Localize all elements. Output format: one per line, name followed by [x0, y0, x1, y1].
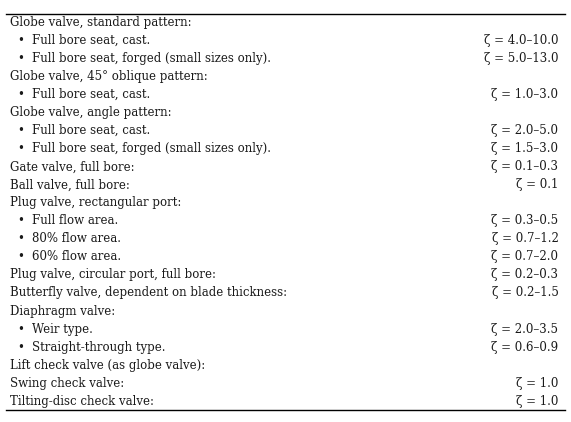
Text: Globe valve, standard pattern:: Globe valve, standard pattern: — [10, 16, 192, 29]
Text: 60% flow area.: 60% flow area. — [32, 250, 121, 263]
Text: Full bore seat, forged (small sizes only).: Full bore seat, forged (small sizes only… — [32, 142, 271, 155]
Text: ζ = 0.7–1.2: ζ = 0.7–1.2 — [492, 233, 558, 245]
Text: Plug valve, circular port, full bore:: Plug valve, circular port, full bore: — [10, 268, 216, 281]
Text: Full flow area.: Full flow area. — [32, 214, 118, 227]
Text: •: • — [17, 233, 24, 245]
Text: ζ = 1.0: ζ = 1.0 — [516, 395, 558, 408]
Text: Full bore seat, cast.: Full bore seat, cast. — [32, 124, 150, 137]
Text: ζ = 0.1–0.3: ζ = 0.1–0.3 — [492, 160, 558, 173]
Text: Full bore seat, cast.: Full bore seat, cast. — [32, 88, 150, 101]
Text: Butterfly valve, dependent on blade thickness:: Butterfly valve, dependent on blade thic… — [10, 287, 287, 300]
Text: ζ = 1.5–3.0: ζ = 1.5–3.0 — [492, 142, 558, 155]
Text: ζ = 2.0–3.5: ζ = 2.0–3.5 — [492, 322, 558, 335]
Text: Full bore seat, forged (small sizes only).: Full bore seat, forged (small sizes only… — [32, 52, 271, 65]
Text: ζ = 0.1: ζ = 0.1 — [516, 179, 558, 191]
Text: •: • — [17, 142, 24, 155]
Text: •: • — [17, 214, 24, 227]
Text: •: • — [17, 341, 24, 354]
Text: ζ = 1.0–3.0: ζ = 1.0–3.0 — [492, 88, 558, 101]
Text: ζ = 0.6–0.9: ζ = 0.6–0.9 — [491, 341, 558, 354]
Text: 80% flow area.: 80% flow area. — [32, 233, 121, 245]
Text: Straight-through type.: Straight-through type. — [32, 341, 166, 354]
Text: Lift check valve (as globe valve):: Lift check valve (as globe valve): — [10, 359, 206, 372]
Text: ζ = 0.2–1.5: ζ = 0.2–1.5 — [492, 287, 558, 300]
Text: Plug valve, rectangular port:: Plug valve, rectangular port: — [10, 196, 182, 209]
Text: ζ = 4.0–10.0: ζ = 4.0–10.0 — [484, 34, 558, 47]
Text: •: • — [17, 322, 24, 335]
Text: Swing check valve:: Swing check valve: — [10, 377, 124, 390]
Text: Globe valve, angle pattern:: Globe valve, angle pattern: — [10, 106, 172, 119]
Text: ζ = 0.3–0.5: ζ = 0.3–0.5 — [491, 214, 558, 227]
Text: Ball valve, full bore:: Ball valve, full bore: — [10, 179, 130, 191]
Text: ζ = 1.0: ζ = 1.0 — [516, 377, 558, 390]
Text: •: • — [17, 52, 24, 65]
Text: ζ = 2.0–5.0: ζ = 2.0–5.0 — [492, 124, 558, 137]
Text: ζ = 0.2–0.3: ζ = 0.2–0.3 — [492, 268, 558, 281]
Text: Globe valve, 45° oblique pattern:: Globe valve, 45° oblique pattern: — [10, 70, 208, 83]
Text: ζ = 5.0–13.0: ζ = 5.0–13.0 — [484, 52, 558, 65]
Text: Tilting-disc check valve:: Tilting-disc check valve: — [10, 395, 154, 408]
Text: Gate valve, full bore:: Gate valve, full bore: — [10, 160, 135, 173]
Text: •: • — [17, 250, 24, 263]
Text: Weir type.: Weir type. — [32, 322, 93, 335]
Text: ζ = 0.7–2.0: ζ = 0.7–2.0 — [492, 250, 558, 263]
Text: •: • — [17, 88, 24, 101]
Text: Diaphragm valve:: Diaphragm valve: — [10, 305, 115, 317]
Text: •: • — [17, 124, 24, 137]
Text: Full bore seat, cast.: Full bore seat, cast. — [32, 34, 150, 47]
Text: •: • — [17, 34, 24, 47]
